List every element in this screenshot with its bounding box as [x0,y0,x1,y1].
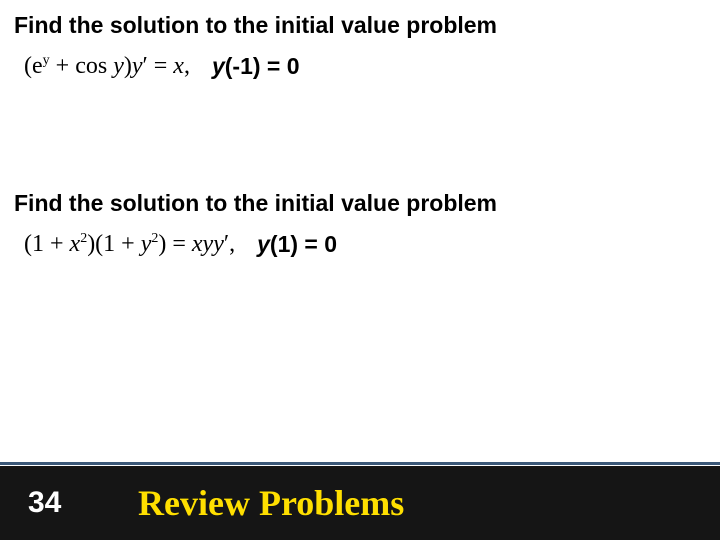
problem1-equation: (ey + cos y)y′ = x, [24,53,190,80]
footer-title: Review Problems [138,482,404,524]
problem2-equation: (1 + x2)(1 + y2) = xyy′, [24,231,235,258]
problem2-equation-row: (1 + x2)(1 + y2) = xyy′, y(1) = 0 [24,231,706,258]
footer: 34 Review Problems [0,466,720,540]
footer-bar: 34 Review Problems [0,466,720,540]
problem1-prompt: Find the solution to the initial value p… [14,12,706,39]
problem1-equation-row: (ey + cos y)y′ = x, y(-1) = 0 [24,53,706,80]
footer-divider [0,462,720,465]
problem2-condition: y(1) = 0 [257,231,337,258]
page-number: 34 [28,486,108,520]
problem1-condition: y(-1) = 0 [212,53,300,80]
problem2-prompt: Find the solution to the initial value p… [14,190,706,217]
